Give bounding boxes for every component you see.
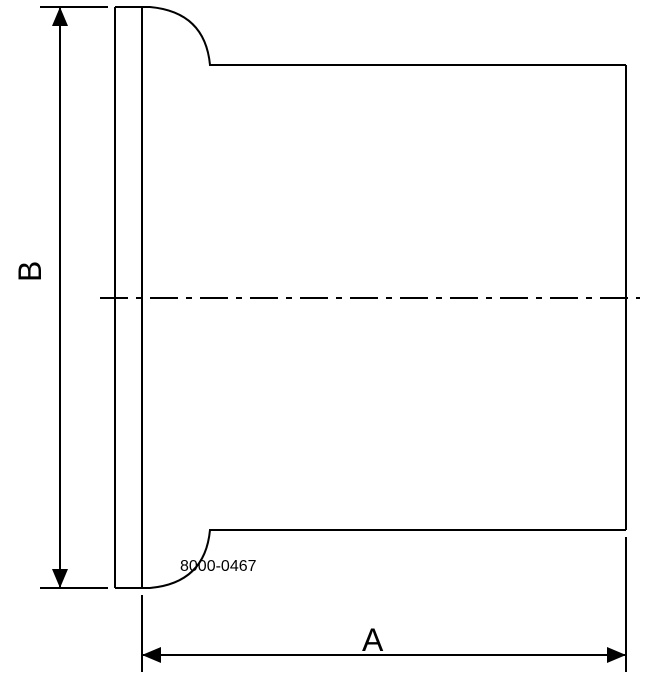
dimension-b [40,7,108,588]
dimension-b-label: B [12,261,49,282]
technical-drawing [0,0,659,683]
dimension-a-label: A [362,622,383,659]
part-number: 8000-0467 [180,558,257,576]
